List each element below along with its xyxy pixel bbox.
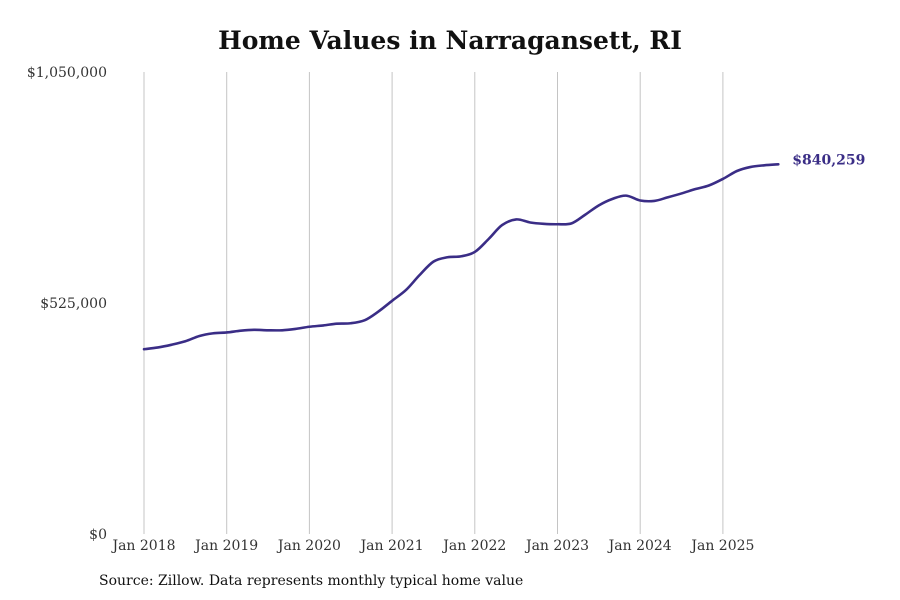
series-layer: $840,259 (142, 152, 865, 351)
source-note: Source: Zillow. Data represents monthly … (99, 573, 524, 589)
x-tick-label: Jan 2024 (607, 538, 672, 554)
y-tick-label: $1,050,000 (27, 65, 107, 81)
gridlines (143, 72, 724, 534)
x-tick-label: Jan 2021 (359, 538, 424, 554)
x-axis-ticks: Jan 2018 Jan 2019 Jan 2020 Jan 2021 Jan 2022… (110, 538, 754, 554)
end-value-label: $840,259 (792, 152, 865, 168)
x-tick-label: Jan 2018 (110, 538, 175, 554)
x-tick-label: Jan 2022 (441, 538, 506, 554)
x-tick-label: Jan 2020 (276, 538, 341, 554)
x-tick-label: Jan 2019 (193, 538, 258, 554)
x-tick-label: Jan 2025 (689, 538, 754, 554)
y-tick-label: $525,000 (40, 296, 107, 312)
chart-title: Home Values in Narragansett, RI (218, 26, 682, 55)
series-line-0 (142, 162, 780, 351)
y-axis-ticks: $0 $525,000 $1,050,000 (27, 65, 107, 543)
y-tick-label: $0 (89, 527, 107, 543)
x-tick-label: Jan 2023 (524, 538, 589, 554)
